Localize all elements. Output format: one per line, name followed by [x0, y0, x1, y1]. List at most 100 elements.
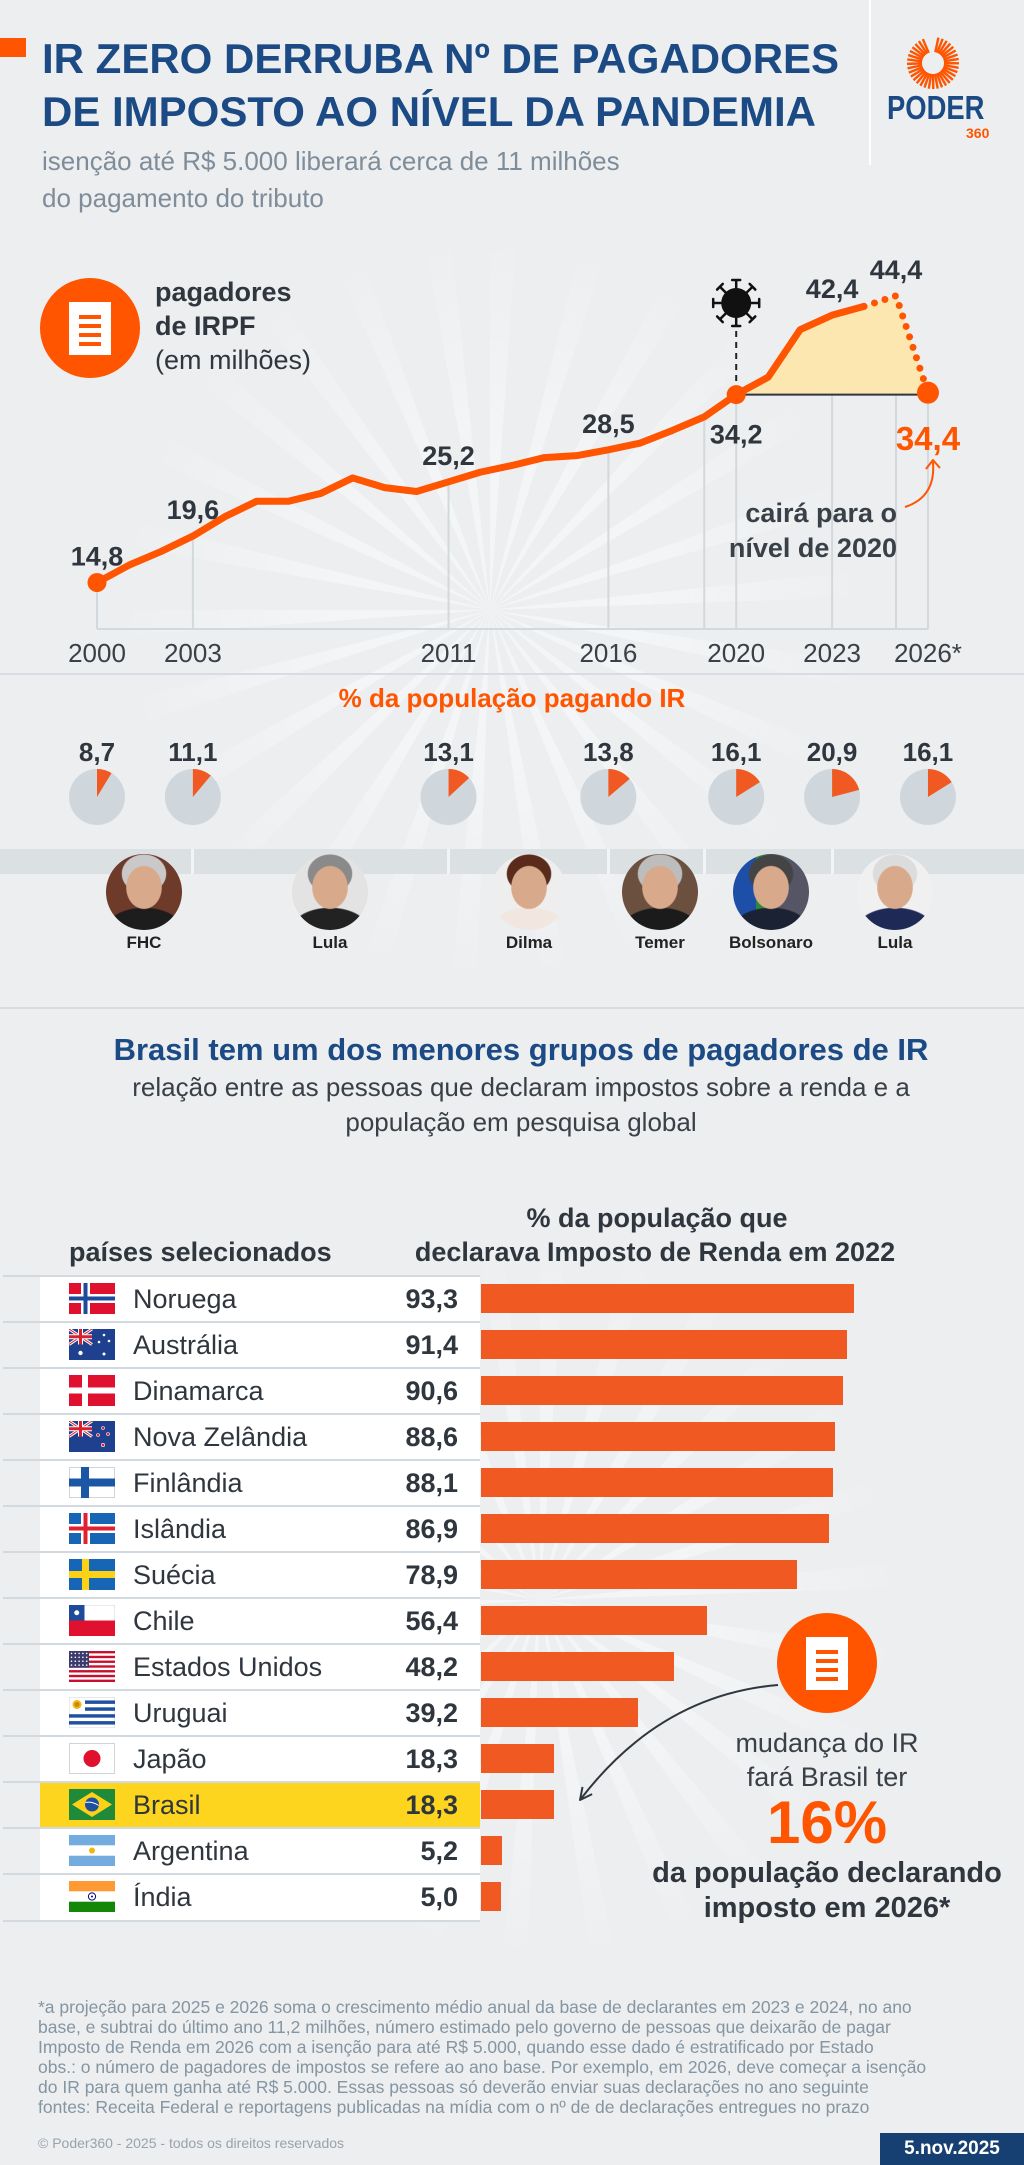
logo-ray [907, 64, 923, 70]
president-photo-lula [857, 854, 933, 930]
country-value: 88,1 [405, 1468, 458, 1498]
brazil-note-line: mudança do IR [735, 1728, 919, 1758]
page-subtitle: isenção até R$ 5.000 liberará cerca de 1… [42, 143, 620, 217]
pie-base [708, 769, 765, 825]
term-boundary [606, 849, 610, 874]
brazil-note-line: fará Brasil ter [746, 1762, 908, 1792]
document-icon [806, 1637, 848, 1690]
bar [481, 1744, 555, 1773]
pie-base [420, 769, 477, 825]
bar [481, 1422, 836, 1451]
brazil-note-big-value: 16% [766, 1789, 888, 1856]
table-row: Suécia 78,9 [0, 1551, 1024, 1598]
country-value: 5,2 [420, 1836, 458, 1866]
flag-brazil-icon [69, 1789, 115, 1820]
logo-ray [940, 45, 955, 58]
row-separator [3, 1275, 480, 1277]
president-name: Lula [877, 933, 913, 952]
country-name: Japão [133, 1744, 207, 1774]
president-name: Lula [312, 933, 348, 952]
flag-usa-icon [69, 1651, 115, 1682]
virus-spike [745, 312, 754, 321]
country-name: Dinamarca [133, 1376, 264, 1406]
data-point-marker [916, 381, 939, 404]
logo-ray [909, 49, 924, 59]
value-label: 34,2 [710, 420, 763, 450]
president-photo-bolsonaro [733, 854, 809, 930]
footnote-line: do IR para quem ganha até R$ 5.000. Essa… [38, 2077, 869, 2097]
logo-ray [942, 49, 957, 59]
legend-unit: (em milhões) [155, 345, 312, 375]
bar [481, 1836, 502, 1865]
president-name: Temer [635, 933, 685, 952]
document-icon-badge [777, 1613, 877, 1713]
president-name: Dilma [505, 933, 553, 952]
pie-value-label: 16,1 [903, 737, 954, 767]
document-icon [69, 302, 111, 355]
page-title: IR ZERO DERRUBA Nº DE PAGADORES DE IMPOS… [42, 32, 839, 138]
pie-value-label: 13,8 [583, 737, 634, 767]
virus-icon [711, 278, 761, 328]
row-separator [3, 1551, 480, 1553]
row-separator [3, 1459, 480, 1461]
logo-ray [927, 73, 933, 89]
virus-spike [719, 285, 728, 294]
pie-slice [448, 769, 470, 797]
flag-finland-icon [69, 1467, 115, 1498]
flag-japan-icon [69, 1743, 115, 1774]
flag-iceland-icon [69, 1513, 115, 1544]
country-value: 18,3 [405, 1744, 458, 1774]
pie-section-title: % da população pagando IR [338, 683, 686, 713]
logo-ray [907, 58, 923, 63]
bar [481, 1330, 847, 1359]
x-tick-label: 2020 [707, 638, 765, 668]
brazil-note-line: imposto em 2026* [703, 1892, 951, 1924]
pie-base [164, 769, 221, 825]
logo-ray [935, 38, 944, 54]
pie-slice [608, 769, 630, 797]
legend-line: pagadores [155, 277, 292, 307]
term-boundary [447, 849, 451, 874]
footnote-line: fontes: Receita Federal e reportagens pu… [38, 2097, 870, 2117]
logo-ray [942, 65, 958, 74]
logo-ray [941, 67, 957, 78]
virus-body [721, 288, 752, 318]
logo-ray [933, 73, 939, 89]
series-line-projected [860, 292, 932, 397]
date-badge: 5.nov.2025 [880, 2133, 1024, 2165]
president-photo-dilma [491, 854, 567, 930]
pie-value-label: 11,1 [168, 737, 217, 767]
logo-ray [914, 43, 927, 56]
logo-ray [919, 72, 929, 87]
bar [481, 1790, 555, 1819]
x-tick-label: 2011 [421, 638, 477, 668]
projection-shaded-area [736, 295, 928, 395]
table-row: Noruega 93,3 [0, 1275, 1024, 1322]
row-separator [3, 1413, 480, 1415]
flag-sweden-icon [69, 1559, 115, 1590]
logo-ray [917, 40, 929, 55]
country-value: 90,6 [405, 1376, 458, 1406]
table-row: Finlândia 88,1 [0, 1459, 1024, 1506]
bar [481, 1698, 638, 1727]
page-subtitle-line: do pagamento do tributo [42, 183, 324, 213]
pie-charts: 8,7 11,1 13,1 13,8 16,1 20,9 16,1 [69, 737, 956, 825]
term-boundary [191, 849, 195, 874]
table-row-highlighted: Brasil 18,3 [0, 1781, 1024, 1828]
bar [481, 1560, 797, 1589]
arrowhead [579, 1786, 593, 1801]
bar [481, 1468, 834, 1497]
row-separator [3, 1505, 480, 1507]
table-row: Nova Zelândia 88,6 [0, 1413, 1024, 1460]
section-divider [0, 1007, 1024, 1009]
virus-spike-cap [715, 315, 725, 324]
logo-ray [923, 73, 931, 88]
president-name: Bolsonaro [728, 933, 814, 952]
president-photo-fhc [106, 854, 182, 930]
value-label: 28,5 [582, 409, 635, 439]
row-separator [3, 1643, 480, 1645]
pie-value-label: 16,1 [711, 737, 762, 767]
chart-legend: pagadores de IRPF (em milhões) [155, 275, 311, 377]
logo-subtext: 360 [966, 125, 990, 141]
logo-ray [934, 37, 940, 53]
